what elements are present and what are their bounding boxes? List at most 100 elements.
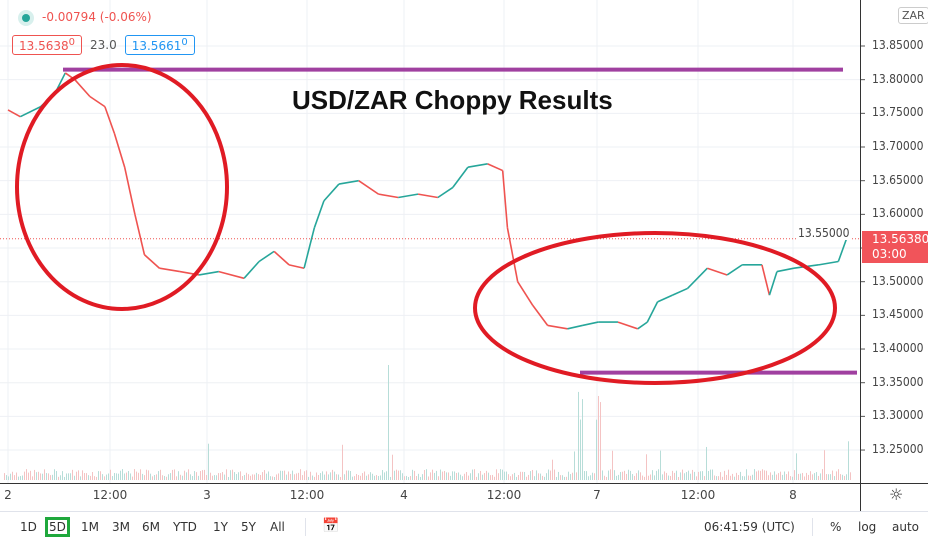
price-chart[interactable] <box>0 0 928 511</box>
volume-bar <box>526 476 527 480</box>
volume-bar <box>384 472 385 480</box>
range-1d[interactable]: 1D <box>20 520 37 534</box>
volume-bar <box>790 476 791 480</box>
volume-bar <box>744 476 745 480</box>
order-buttons: 13.56380 23.0 13.56610 <box>12 35 195 55</box>
volume-bar <box>480 470 481 480</box>
price-segment <box>672 287 688 296</box>
volume-bar <box>114 473 115 480</box>
volume-bar <box>736 472 737 480</box>
volume-bar <box>710 469 711 480</box>
volume-bar <box>760 470 761 480</box>
volume-bar <box>820 473 821 480</box>
volume-bar <box>178 471 179 480</box>
volume-bar <box>14 475 15 480</box>
volume-bar <box>304 471 305 480</box>
volume-bar <box>382 470 383 480</box>
volume-bar <box>718 476 719 480</box>
percent-toggle[interactable]: % <box>830 520 842 534</box>
buy-button[interactable]: 13.56610 <box>124 35 195 55</box>
volume-bar <box>364 471 365 480</box>
y-tick-label: 13.65000 <box>872 172 924 187</box>
volume-bar <box>348 470 349 480</box>
volume-bar <box>738 475 739 480</box>
price-segment <box>776 267 795 273</box>
volume-bar <box>192 476 193 480</box>
volume-bar <box>96 476 97 480</box>
volume-bar <box>462 476 463 480</box>
price-segment <box>218 270 245 280</box>
volume-bar <box>380 475 381 480</box>
volume-bar <box>784 471 785 480</box>
range-5d[interactable]: 5D <box>45 517 70 537</box>
volume-bar <box>578 391 579 480</box>
volume-bar <box>236 474 237 480</box>
volume-bar <box>482 474 483 480</box>
volume-bar <box>254 474 255 480</box>
range-all[interactable]: All <box>270 520 285 534</box>
y-tick-label: 13.50000 <box>872 273 924 288</box>
volume-bar <box>26 469 27 480</box>
go-to-date-icon[interactable]: 📅 <box>322 518 340 534</box>
clock-time[interactable]: 06:41:59 (UTC) <box>704 520 795 534</box>
range-6m[interactable]: 6M <box>142 520 160 534</box>
volume-bar <box>344 474 345 480</box>
volume-bar <box>426 469 427 480</box>
volume-bar <box>444 470 445 480</box>
volume-bar <box>184 470 185 480</box>
volume-bar <box>594 473 595 480</box>
volume-bar <box>648 475 649 480</box>
volume-bar <box>828 474 829 480</box>
volume-bar <box>246 472 247 480</box>
volume-bar <box>674 472 675 480</box>
x-tick-label: 3 <box>203 488 211 502</box>
volume-bar <box>830 474 831 480</box>
volume-bar <box>280 470 281 480</box>
volume-bar <box>808 474 809 480</box>
volume-bar <box>608 470 609 480</box>
volume-bar <box>446 472 447 480</box>
volume-bar <box>460 474 461 480</box>
volume-bar <box>772 474 773 480</box>
volume-bar <box>212 475 213 480</box>
sell-button[interactable]: 13.56380 <box>12 35 82 55</box>
auto-toggle[interactable]: auto <box>892 520 920 534</box>
price-segment <box>323 183 340 202</box>
volume-bar <box>144 475 145 480</box>
log-toggle[interactable]: log <box>858 520 877 534</box>
volume-bar <box>548 469 549 480</box>
volume-bar <box>558 471 559 480</box>
range-1m[interactable]: 1M <box>81 520 99 534</box>
range-3m[interactable]: 3M <box>112 520 130 534</box>
volume-bar <box>626 473 627 480</box>
range-1y[interactable]: 1Y <box>213 520 228 534</box>
volume-bar <box>238 472 239 480</box>
currency-label[interactable]: ZAR <box>898 7 928 24</box>
price-segment <box>516 281 534 306</box>
settings-gear-icon[interactable]: ☼ <box>889 485 904 504</box>
volume-bar <box>378 476 379 480</box>
volume-bar <box>10 473 11 480</box>
price-segment <box>617 321 639 330</box>
volume-bar <box>438 476 439 480</box>
volume-bar <box>50 475 51 480</box>
volume-bar <box>666 472 667 480</box>
volume-bar <box>746 469 747 480</box>
volume-bar <box>202 470 203 480</box>
range-5y[interactable]: 5Y <box>241 520 256 534</box>
range-ytd[interactable]: YTD <box>173 520 197 534</box>
volume-bar <box>222 472 223 480</box>
volume-bar <box>370 472 371 480</box>
volume-bar <box>546 473 547 480</box>
y-tick-label: 13.25000 <box>872 442 924 457</box>
volume-bar <box>798 473 799 480</box>
volume-bar <box>310 471 311 480</box>
volume-bar <box>516 476 517 480</box>
price-segment <box>113 133 126 168</box>
x-tick-label: 4 <box>400 488 408 502</box>
volume-bar <box>572 472 573 480</box>
volume-bar <box>112 476 113 480</box>
y-tick-label: 13.40000 <box>872 341 924 356</box>
volume-bar <box>106 474 107 480</box>
volume-bar <box>624 470 625 480</box>
